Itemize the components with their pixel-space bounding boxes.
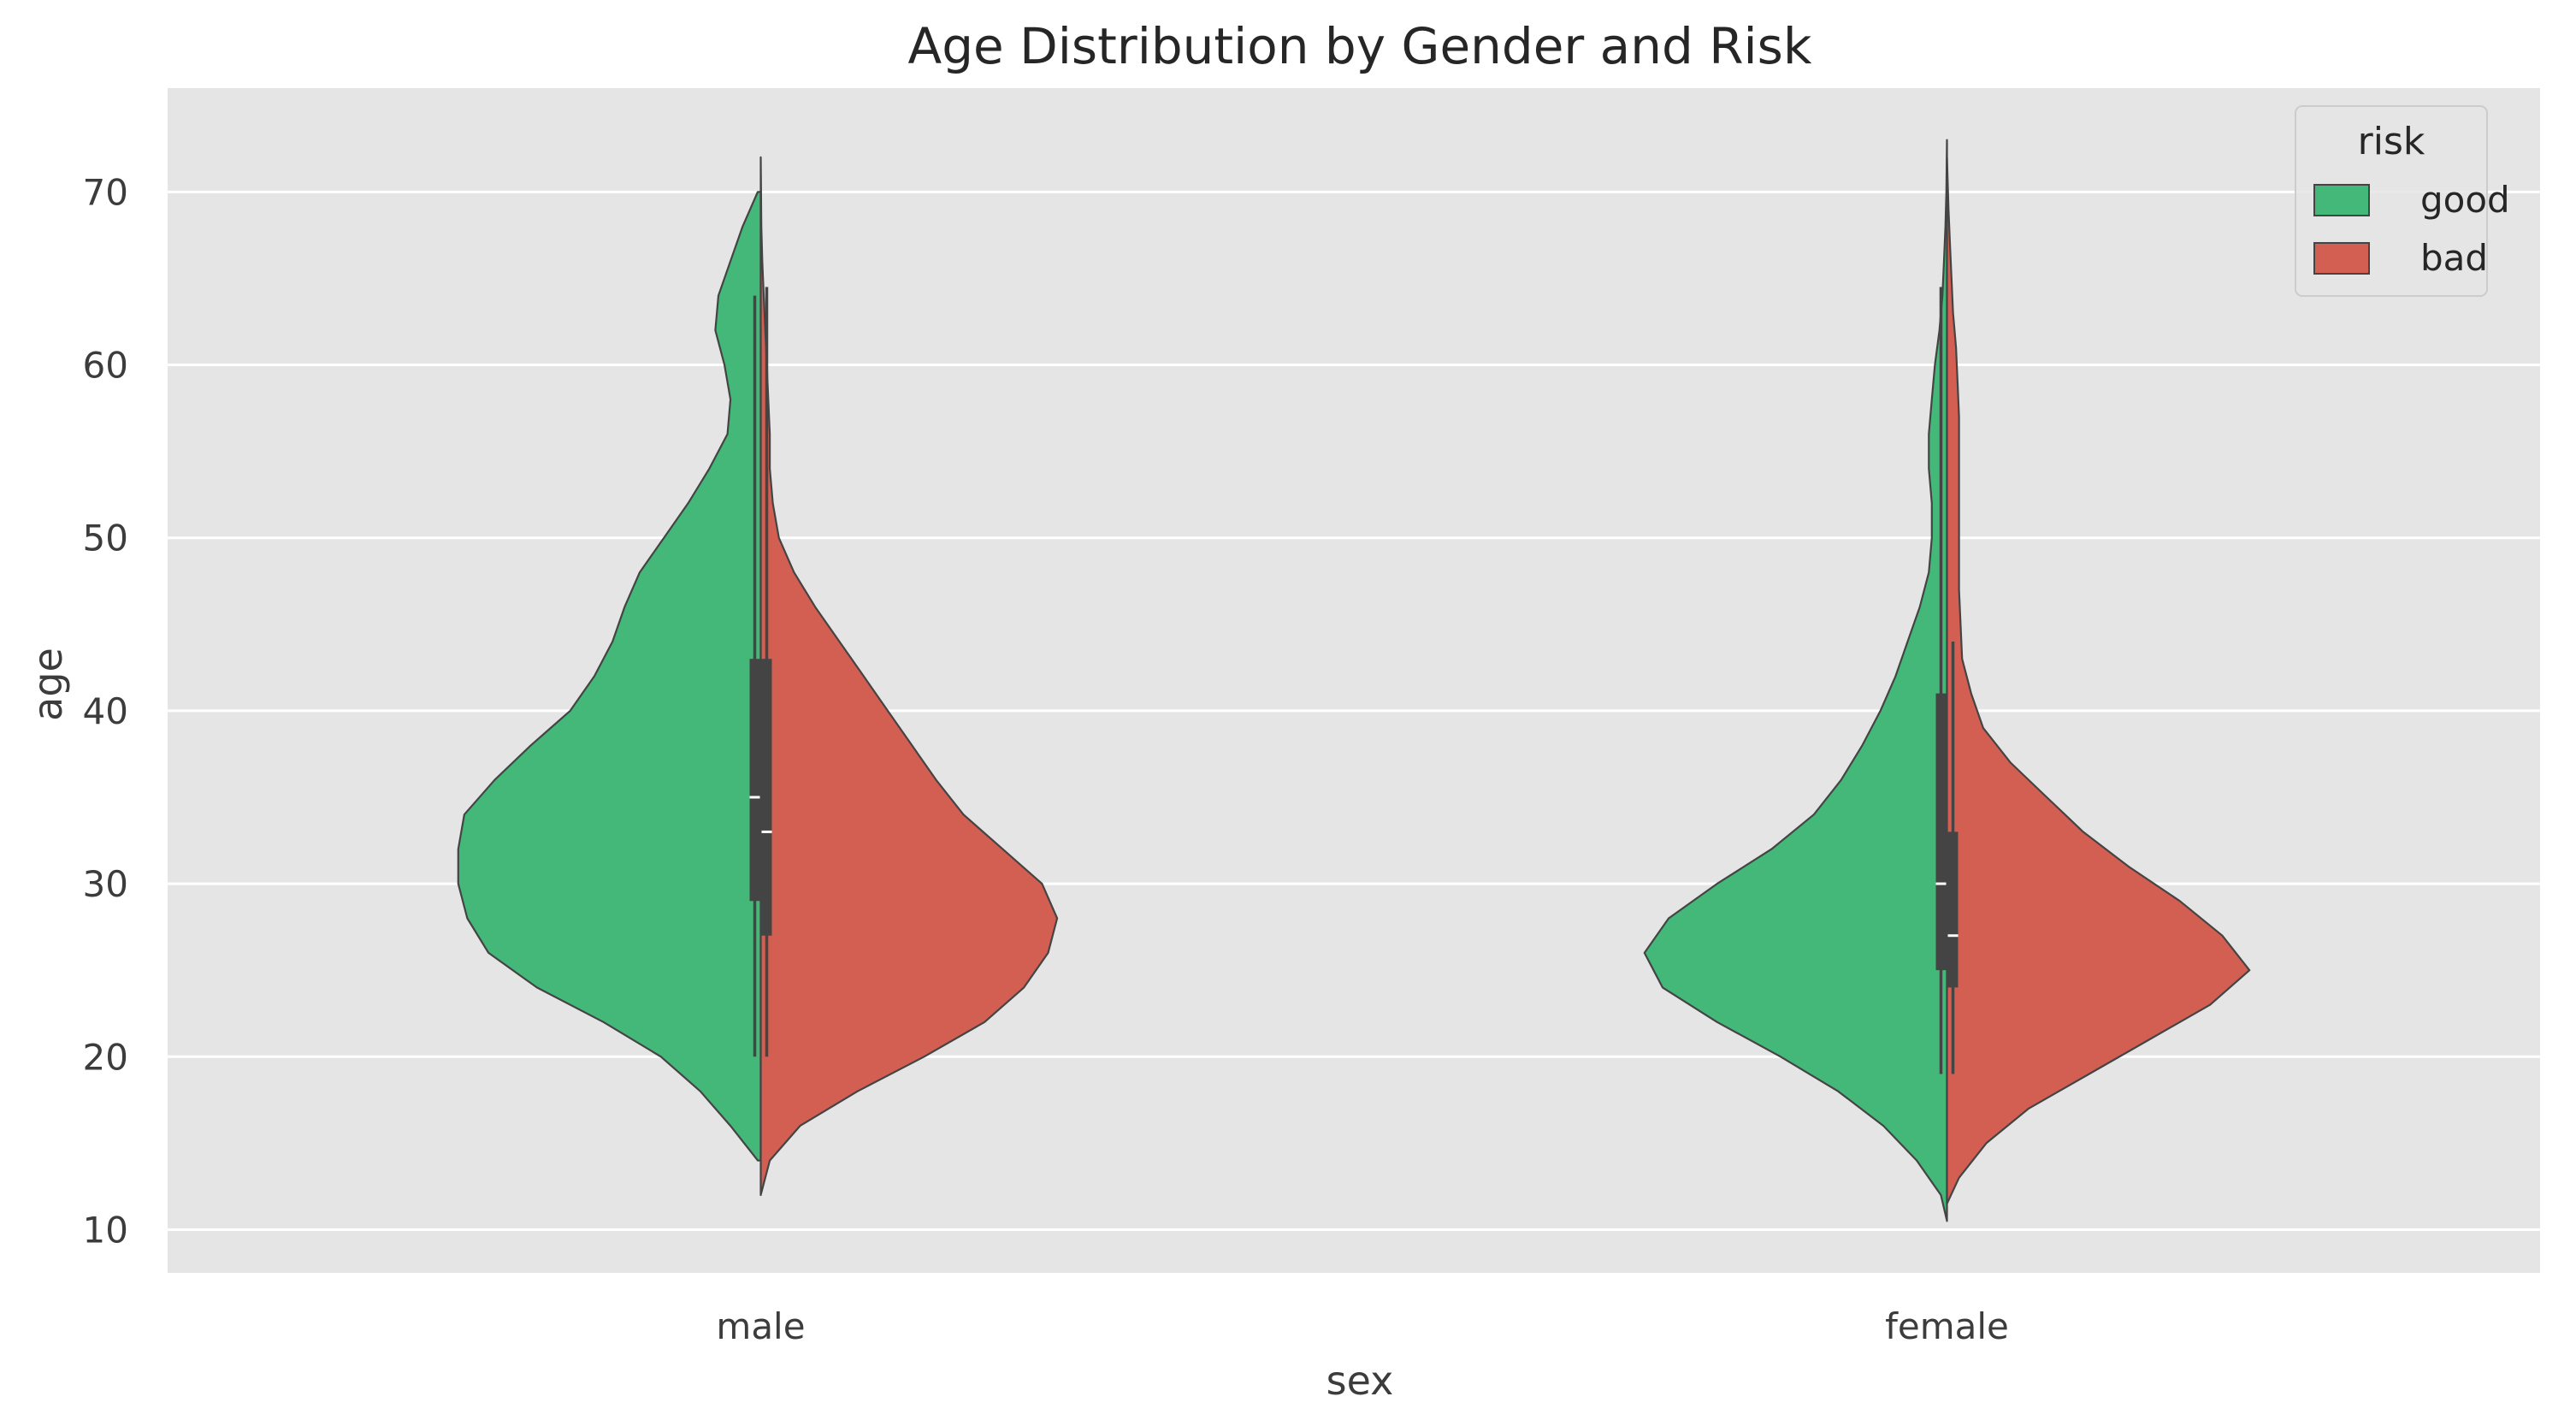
violins <box>457 139 2251 1222</box>
chart-title: Age Distribution by Gender and Risk <box>908 17 1812 75</box>
legend-swatch-good <box>2313 184 2370 216</box>
inner-boxes <box>749 287 1959 1074</box>
y-tick-label-60: 60 <box>83 345 128 387</box>
y-tick-label-40: 40 <box>83 690 128 732</box>
y-tick-label-70: 70 <box>83 171 128 213</box>
violin-male-good <box>457 191 762 1162</box>
legend: risk good bad <box>2295 105 2510 297</box>
y-tick-label-50: 50 <box>83 518 128 559</box>
violin-female-good <box>1643 139 1948 1222</box>
legend-entries: good bad <box>2313 179 2510 279</box>
violin-male-bad <box>759 156 1059 1197</box>
y-tick-label-10: 10 <box>83 1209 128 1251</box>
y-axis-label: age <box>25 648 71 721</box>
legend-swatch-bad <box>2313 242 2370 275</box>
legend-label-good: good <box>2420 179 2510 221</box>
y-tick-label-30: 30 <box>83 863 128 905</box>
x-axis-label: sex <box>1326 1358 1394 1404</box>
violin-female-bad <box>1946 156 2251 1205</box>
plot-area-background <box>168 88 2540 1273</box>
y-tick-labels: 10 20 30 40 50 60 70 <box>83 171 128 1251</box>
legend-title: risk <box>2358 120 2425 163</box>
legend-label-bad: bad <box>2420 237 2488 279</box>
x-tick-labels: male female <box>716 1305 2008 1347</box>
y-tick-label-20: 20 <box>83 1036 128 1078</box>
x-tick-label-male: male <box>716 1305 805 1347</box>
x-tick-label-female: female <box>1885 1305 2009 1347</box>
